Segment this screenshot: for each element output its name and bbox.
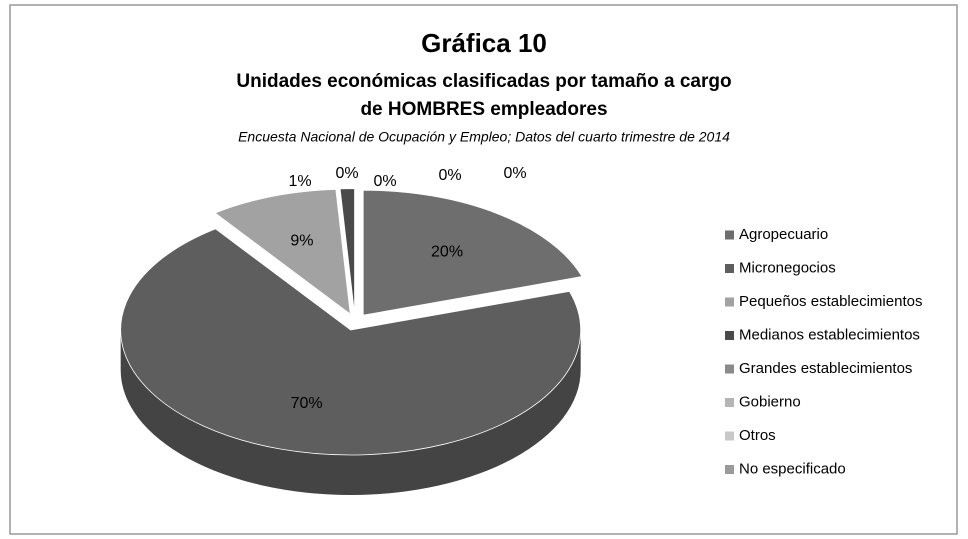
legend-label: Medianos establecimientos	[739, 326, 920, 343]
legend-label: No especificado	[739, 460, 846, 477]
data-label: 0%	[438, 167, 461, 184]
chart-subtitle: de HOMBRES empleadores	[360, 99, 607, 120]
legend-swatch	[725, 297, 734, 307]
legend-label: Micronegocios	[739, 259, 836, 276]
pie-tops	[120, 188, 583, 456]
data-label: 70%	[291, 395, 323, 412]
chart-caption: Encuesta Nacional de Ocupación y Empleo;…	[238, 129, 730, 145]
legend-swatch	[725, 230, 734, 240]
legend-label: Otros	[739, 427, 776, 444]
data-label: 20%	[431, 244, 463, 261]
pie-walls	[120, 329, 581, 495]
legend-label: Gobierno	[739, 393, 801, 410]
data-label: 0%	[503, 165, 526, 182]
legend-swatch	[725, 264, 734, 273]
chart-title: Gráfica 10	[421, 28, 547, 58]
data-label: 0%	[335, 165, 358, 182]
legend-swatch	[725, 364, 734, 374]
legend-label: Agropecuario	[739, 226, 828, 243]
legend-label: Pequeños establecimientos	[739, 293, 922, 310]
chart-subtitle: Unidades económicas clasificadas por tam…	[236, 71, 731, 92]
pie-slice	[214, 188, 351, 315]
legend-swatch	[725, 398, 734, 407]
legend-swatch	[725, 331, 734, 340]
data-label: 9%	[290, 232, 313, 249]
pie-slice	[339, 188, 355, 314]
legend-label: Grandes establecimientos	[739, 360, 912, 377]
pie-slice	[120, 228, 582, 456]
pie-wall	[120, 329, 581, 495]
legend-swatch	[725, 431, 734, 441]
legend-swatch	[725, 465, 734, 474]
pie-slice	[362, 189, 583, 316]
data-label: 0%	[373, 173, 396, 190]
data-label: 1%	[288, 173, 311, 190]
